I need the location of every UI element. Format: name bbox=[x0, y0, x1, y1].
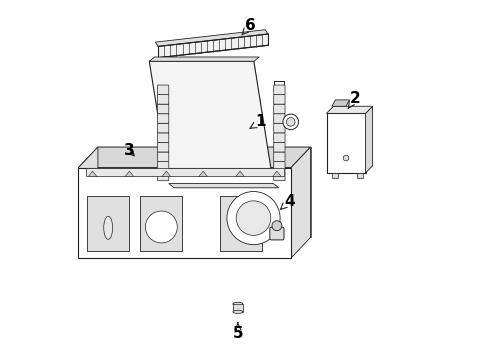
Polygon shape bbox=[98, 147, 311, 238]
Polygon shape bbox=[149, 57, 259, 61]
Polygon shape bbox=[291, 147, 311, 258]
Text: 1: 1 bbox=[250, 114, 266, 129]
Polygon shape bbox=[78, 147, 98, 258]
Circle shape bbox=[287, 118, 295, 126]
FancyBboxPatch shape bbox=[157, 143, 169, 152]
Circle shape bbox=[146, 211, 177, 243]
FancyBboxPatch shape bbox=[274, 171, 285, 181]
Text: 4: 4 bbox=[281, 194, 294, 209]
FancyBboxPatch shape bbox=[274, 114, 285, 123]
Polygon shape bbox=[88, 171, 97, 176]
Ellipse shape bbox=[233, 302, 243, 306]
Polygon shape bbox=[169, 184, 279, 188]
FancyBboxPatch shape bbox=[274, 152, 285, 162]
FancyBboxPatch shape bbox=[157, 114, 169, 123]
Polygon shape bbox=[78, 147, 311, 168]
Bar bbox=[233, 304, 243, 312]
Circle shape bbox=[272, 221, 282, 231]
Polygon shape bbox=[272, 171, 281, 176]
Text: 3: 3 bbox=[124, 143, 135, 158]
Polygon shape bbox=[158, 34, 268, 58]
Bar bbox=[357, 173, 363, 178]
Bar bbox=[332, 173, 338, 178]
Circle shape bbox=[283, 114, 298, 130]
FancyBboxPatch shape bbox=[270, 227, 284, 240]
Bar bbox=[141, 196, 182, 251]
Bar bbox=[78, 168, 291, 258]
FancyBboxPatch shape bbox=[274, 104, 285, 114]
Bar bbox=[85, 168, 284, 176]
FancyBboxPatch shape bbox=[157, 133, 169, 143]
FancyBboxPatch shape bbox=[157, 85, 169, 95]
Polygon shape bbox=[366, 106, 372, 173]
Text: 2: 2 bbox=[348, 91, 360, 109]
FancyBboxPatch shape bbox=[157, 123, 169, 133]
Polygon shape bbox=[236, 171, 245, 176]
FancyBboxPatch shape bbox=[157, 162, 169, 171]
Bar bbox=[326, 113, 366, 173]
Circle shape bbox=[343, 155, 349, 161]
Circle shape bbox=[236, 201, 271, 235]
FancyBboxPatch shape bbox=[274, 123, 285, 133]
Polygon shape bbox=[326, 106, 372, 113]
Bar bbox=[87, 196, 129, 251]
FancyBboxPatch shape bbox=[274, 85, 285, 95]
Circle shape bbox=[227, 192, 280, 245]
Polygon shape bbox=[199, 171, 207, 176]
Text: 5: 5 bbox=[233, 323, 243, 341]
Text: 6: 6 bbox=[242, 18, 256, 35]
FancyBboxPatch shape bbox=[274, 143, 285, 152]
FancyBboxPatch shape bbox=[274, 133, 285, 143]
Polygon shape bbox=[162, 171, 171, 176]
FancyBboxPatch shape bbox=[274, 95, 285, 104]
Polygon shape bbox=[332, 100, 349, 106]
FancyBboxPatch shape bbox=[157, 104, 169, 114]
Polygon shape bbox=[155, 30, 268, 46]
Ellipse shape bbox=[104, 216, 113, 239]
FancyBboxPatch shape bbox=[274, 162, 285, 171]
Polygon shape bbox=[149, 61, 273, 184]
FancyBboxPatch shape bbox=[157, 95, 169, 104]
Bar bbox=[220, 196, 262, 251]
Polygon shape bbox=[125, 171, 134, 176]
FancyBboxPatch shape bbox=[157, 171, 169, 181]
FancyBboxPatch shape bbox=[157, 152, 169, 162]
Ellipse shape bbox=[233, 310, 243, 314]
